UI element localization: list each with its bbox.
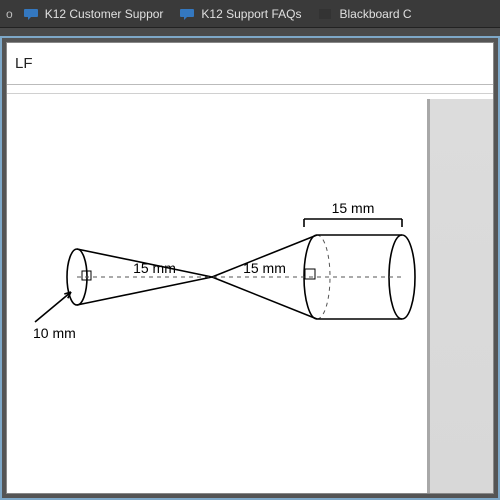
- content-frame: LF 15 mm 15 mm 15 mm 10 mm: [6, 42, 494, 494]
- bookmark-k12-faqs[interactable]: K12 Support FAQs: [179, 6, 301, 22]
- browser-screen: o K12 Customer Suppor K12 Support FAQs B…: [0, 0, 500, 500]
- header-strip: LF: [7, 43, 493, 85]
- bookmark-label: K12 Support FAQs: [201, 7, 301, 21]
- geometry-diagram: 15 mm 15 mm 15 mm 10 mm: [17, 127, 417, 427]
- speech-icon: [23, 6, 39, 22]
- answer-side-pane[interactable]: [427, 99, 493, 493]
- square-icon: [317, 6, 333, 22]
- bookmark-label: Blackboard C: [339, 7, 411, 21]
- svg-text:15 mm: 15 mm: [243, 260, 286, 276]
- prev-bookmark-fragment: o: [6, 7, 13, 21]
- content-split: 15 mm 15 mm 15 mm 10 mm: [7, 99, 493, 493]
- svg-text:10 mm: 10 mm: [33, 325, 76, 341]
- bookmark-label: K12 Customer Suppor: [45, 7, 164, 21]
- svg-text:15 mm: 15 mm: [332, 200, 375, 216]
- bookmark-k12-support[interactable]: K12 Customer Suppor: [23, 6, 164, 22]
- speech-icon: [179, 6, 195, 22]
- diagram-pane: 15 mm 15 mm 15 mm 10 mm: [7, 99, 427, 493]
- bookmarks-bar: o K12 Customer Suppor K12 Support FAQs B…: [0, 0, 500, 28]
- bookmark-blackboard[interactable]: Blackboard C: [317, 6, 411, 22]
- divider: [7, 93, 493, 94]
- active-window: LF 15 mm 15 mm 15 mm 10 mm: [0, 36, 500, 500]
- header-partial-text: LF: [15, 55, 33, 72]
- svg-text:15 mm: 15 mm: [133, 260, 176, 276]
